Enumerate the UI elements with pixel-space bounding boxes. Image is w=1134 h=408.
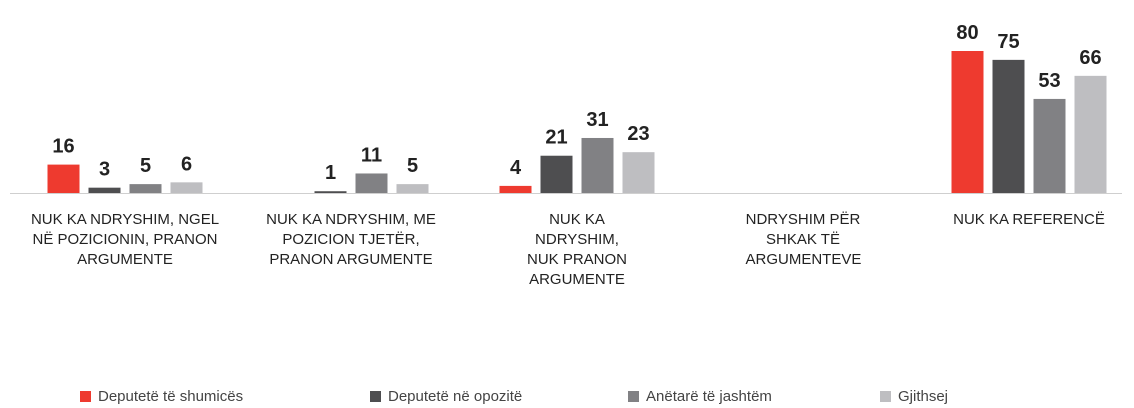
bar — [951, 51, 984, 193]
bar — [499, 185, 532, 193]
bar — [129, 184, 162, 193]
x-tick-label: NUK KA NDRYSHIM, NUK PRANON ARGUMENTE — [526, 211, 627, 288]
legend-label: Anëtarë të jashtëm — [646, 388, 772, 405]
value-label: 23 — [627, 123, 649, 145]
value-label: 4 — [510, 157, 522, 179]
value-label: 3 — [99, 159, 110, 181]
value-label: 75 — [997, 31, 1019, 53]
x-tick-label: NUK KA NDRYSHIM, ME POZICION TJETËR, PRA… — [266, 211, 436, 268]
bar — [396, 184, 429, 193]
bar — [581, 137, 614, 193]
bar — [314, 191, 347, 193]
bar — [47, 164, 80, 193]
value-label: 31 — [586, 109, 608, 131]
value-label: 53 — [1038, 70, 1060, 92]
legend-label: Gjithsej — [898, 388, 948, 405]
bar — [1074, 75, 1107, 193]
bar — [88, 187, 121, 193]
legend-swatch — [370, 391, 381, 402]
legend-swatch — [628, 391, 639, 402]
legend-swatch — [880, 391, 891, 402]
legend-swatch — [80, 391, 91, 402]
value-label: 66 — [1079, 47, 1101, 69]
x-tick-label: NUK KA REFERENCË — [953, 211, 1105, 228]
x-tick-label: NDRYSHIM PËR SHKAK TË ARGUMENTEVE — [745, 211, 862, 268]
value-label: 5 — [140, 155, 151, 177]
bar — [1033, 98, 1066, 193]
x-tick-label: NUK KA NDRYSHIM, NGEL NË POZICIONIN, PRA… — [30, 211, 220, 268]
legend-label: Deputetë të shumicës — [98, 388, 243, 405]
bar — [992, 59, 1025, 193]
value-label: 1 — [325, 162, 336, 184]
value-label: 21 — [545, 127, 567, 149]
bar — [170, 182, 203, 193]
legend-label: Deputetë në opozitë — [388, 388, 522, 405]
bar — [540, 155, 573, 193]
value-label: 80 — [956, 22, 978, 44]
value-label: 16 — [52, 136, 74, 158]
value-label: 6 — [181, 153, 192, 175]
value-label: 11 — [361, 144, 382, 166]
bar — [355, 173, 388, 193]
value-label: 5 — [407, 155, 418, 177]
bar — [622, 152, 655, 193]
